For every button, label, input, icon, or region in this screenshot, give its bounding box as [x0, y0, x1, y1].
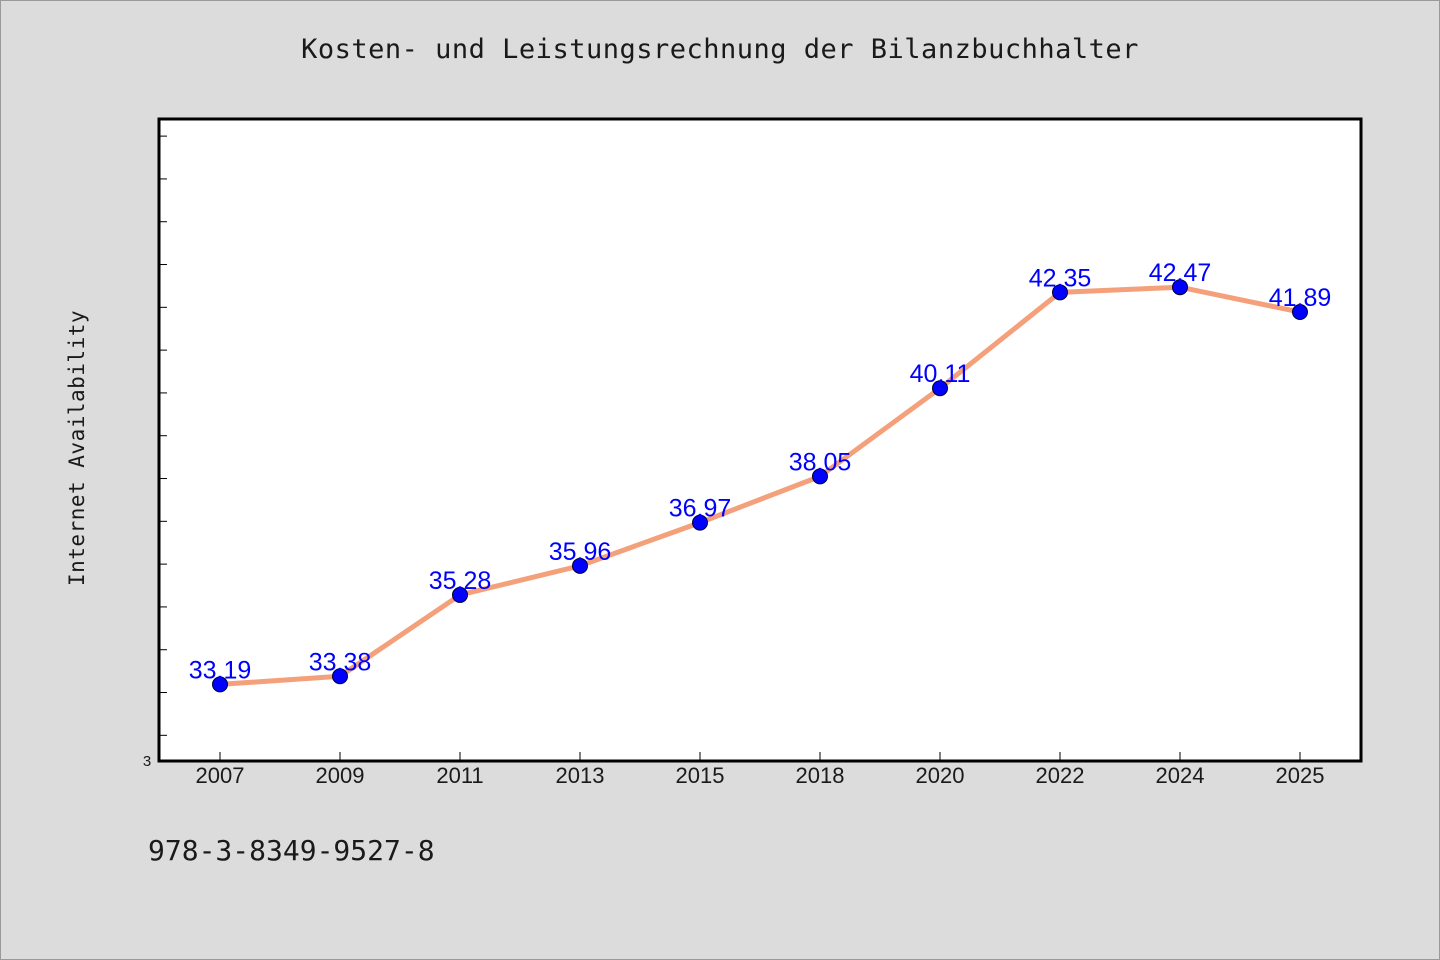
x-tick-label: 2025: [1276, 763, 1325, 788]
data-label: 42.47: [1149, 259, 1212, 287]
x-tick-label: 2009: [316, 763, 365, 788]
data-label: 33.38: [309, 648, 372, 676]
x-tick-label: 2024: [1156, 763, 1205, 788]
data-point: [572, 557, 588, 574]
data-label: 42.35: [1029, 264, 1092, 292]
data-labels: 33.19 33.38 35.28 35.96 36.97 38.05 40.11 42.35…: [189, 259, 1332, 684]
x-tick-label: 2022: [1036, 763, 1085, 788]
data-label: 38.05: [789, 448, 852, 476]
data-label: 33.19: [189, 656, 252, 684]
data-point: [212, 676, 228, 693]
x-tick-label: 2013: [556, 763, 605, 788]
data-point: [1292, 304, 1308, 321]
series-line: [217, 284, 1303, 687]
data-markers: [212, 279, 1308, 693]
data-label: 41.89: [1269, 284, 1332, 312]
x-tick-label: 2018: [796, 763, 845, 788]
data-label: 35.28: [429, 567, 492, 595]
y-min-tick-label: 3: [143, 753, 151, 770]
chart-title: Kosten- und Leistungsrechnung der Bilanz…: [301, 34, 1139, 65]
x-tick-labels: 2007 2009 2011 2013 2015 2018 2020 2022 2024 2025: [196, 763, 1325, 788]
x-tick-label: 2007: [196, 763, 245, 788]
x-tick-label: 2020: [916, 763, 965, 788]
data-label: 36.97: [669, 495, 732, 523]
plot-area: [157, 117, 1363, 763]
data-point: [332, 668, 348, 685]
data-point: [932, 380, 948, 397]
data-label: 35.96: [549, 538, 612, 566]
data-point: [1052, 284, 1068, 301]
axis-ticks: [159, 135, 1301, 761]
data-point: [692, 514, 708, 531]
data-label: 40.11: [910, 360, 971, 388]
data-point: [452, 586, 468, 603]
x-tick-label: 2015: [676, 763, 725, 788]
x-tick-label: 2011: [436, 763, 483, 788]
isbn-text: 978-3-8349-9527-8: [148, 834, 435, 867]
data-point: [812, 468, 828, 485]
data-point: [1172, 279, 1188, 296]
